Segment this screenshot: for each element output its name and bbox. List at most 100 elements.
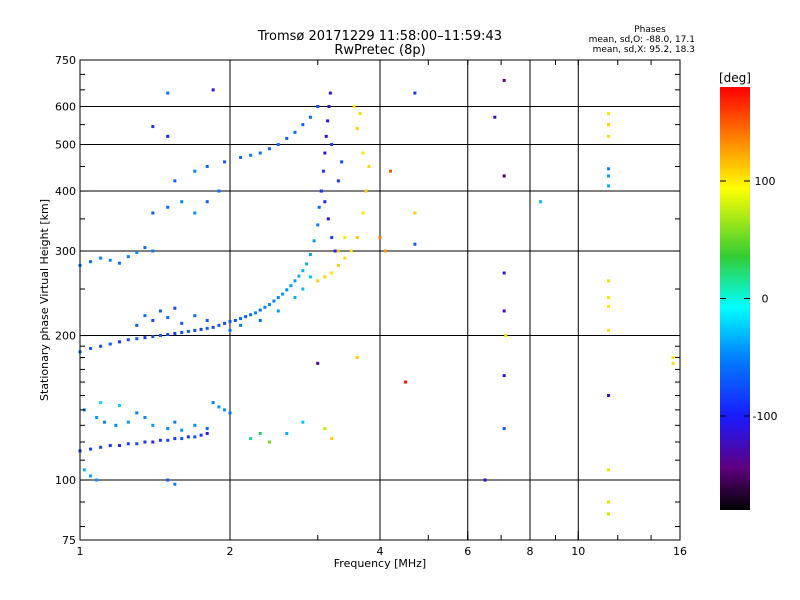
y-tick-label: 75 xyxy=(62,534,76,547)
data-point xyxy=(336,249,340,253)
data-point xyxy=(108,444,112,448)
data-point xyxy=(180,200,184,204)
data-point xyxy=(205,326,209,330)
data-point xyxy=(607,279,611,283)
data-point xyxy=(258,151,262,155)
chart-subtitle: RwPretec (8p) xyxy=(334,43,425,58)
data-point xyxy=(361,211,365,215)
data-point xyxy=(135,250,139,254)
data-point xyxy=(297,274,301,278)
data-point xyxy=(276,296,280,300)
data-point xyxy=(180,330,184,334)
data-point xyxy=(352,105,356,109)
data-point xyxy=(285,432,289,436)
data-point xyxy=(166,427,170,431)
data-point xyxy=(166,332,170,336)
data-point xyxy=(223,408,227,412)
data-point xyxy=(316,361,320,365)
data-point xyxy=(285,136,289,140)
y-axis-ticks: 75 100 200 300 400 500 600 750 xyxy=(55,54,680,547)
data-point xyxy=(151,440,155,444)
data-point xyxy=(355,126,359,130)
colorbar-unit-label: [deg] xyxy=(719,71,751,85)
data-point xyxy=(193,211,197,215)
y-tick-label: 750 xyxy=(55,54,76,67)
data-point xyxy=(326,217,330,221)
phases-o-line: mean, sd,O: -88.0, 17.1 xyxy=(589,35,695,45)
data-point xyxy=(378,236,382,240)
x-tick-label: 6 xyxy=(464,545,471,558)
y-axis-label: Stationary phase Virtual Height [km] xyxy=(38,199,51,401)
data-point xyxy=(158,438,162,442)
data-point xyxy=(323,151,327,155)
data-point xyxy=(316,223,320,227)
data-point xyxy=(166,478,170,482)
data-point xyxy=(135,337,139,341)
data-point xyxy=(493,115,497,119)
data-point xyxy=(319,189,323,193)
data-point xyxy=(173,331,177,335)
data-point xyxy=(205,318,209,322)
data-point xyxy=(99,445,103,449)
data-point xyxy=(166,91,170,95)
data-point xyxy=(211,401,215,405)
colorbar-tick-label: -100 xyxy=(753,410,778,423)
data-point xyxy=(607,304,611,308)
data-point xyxy=(289,284,293,288)
data-point xyxy=(249,437,253,441)
data-point xyxy=(126,442,130,446)
y-tick-label: 400 xyxy=(55,185,76,198)
x-tick-label: 4 xyxy=(377,545,384,558)
data-point xyxy=(166,205,170,209)
data-point xyxy=(180,437,184,441)
data-point xyxy=(281,292,285,296)
data-point xyxy=(135,442,139,446)
data-point xyxy=(193,314,197,318)
data-point xyxy=(316,279,320,283)
data-point xyxy=(193,169,197,173)
data-point xyxy=(276,309,280,313)
data-point xyxy=(228,328,232,332)
data-point xyxy=(355,355,359,359)
phases-heading: Phases xyxy=(634,25,666,35)
data-point xyxy=(301,420,305,424)
x-tick-label: 16 xyxy=(673,545,687,558)
data-point xyxy=(349,249,353,253)
data-point xyxy=(249,153,253,157)
data-point xyxy=(504,334,508,338)
x-axis-ticks: 1 2 4 6 8 10 16 xyxy=(77,60,687,558)
data-point xyxy=(502,78,506,82)
y-tick-label: 600 xyxy=(55,101,76,114)
data-point xyxy=(671,361,675,365)
data-point xyxy=(301,123,305,127)
colorbar-tick-label: 100 xyxy=(755,175,776,188)
data-point xyxy=(607,296,611,300)
data-point xyxy=(355,236,359,240)
data-point xyxy=(180,321,184,325)
data-point xyxy=(364,189,368,193)
data-point xyxy=(205,432,209,436)
data-point xyxy=(607,512,611,516)
data-point xyxy=(308,275,312,279)
data-point xyxy=(316,105,320,109)
data-point xyxy=(173,420,177,424)
data-point xyxy=(151,211,155,215)
data-point xyxy=(233,318,237,322)
data-point xyxy=(199,327,203,331)
data-point xyxy=(186,329,190,333)
data-point xyxy=(108,258,112,262)
colorbar-ticks: 100 0 -100 xyxy=(720,175,777,423)
data-point xyxy=(143,246,147,250)
phases-x-line: mean, sd,X: 95.2, 18.3 xyxy=(593,45,695,55)
data-point xyxy=(143,314,147,318)
data-point xyxy=(267,440,271,444)
data-point xyxy=(383,249,387,253)
data-point xyxy=(166,316,170,320)
data-point xyxy=(158,309,162,313)
data-point xyxy=(151,125,155,129)
data-point xyxy=(173,437,177,441)
data-point xyxy=(267,147,271,151)
data-point xyxy=(330,271,334,275)
data-point xyxy=(276,143,280,147)
